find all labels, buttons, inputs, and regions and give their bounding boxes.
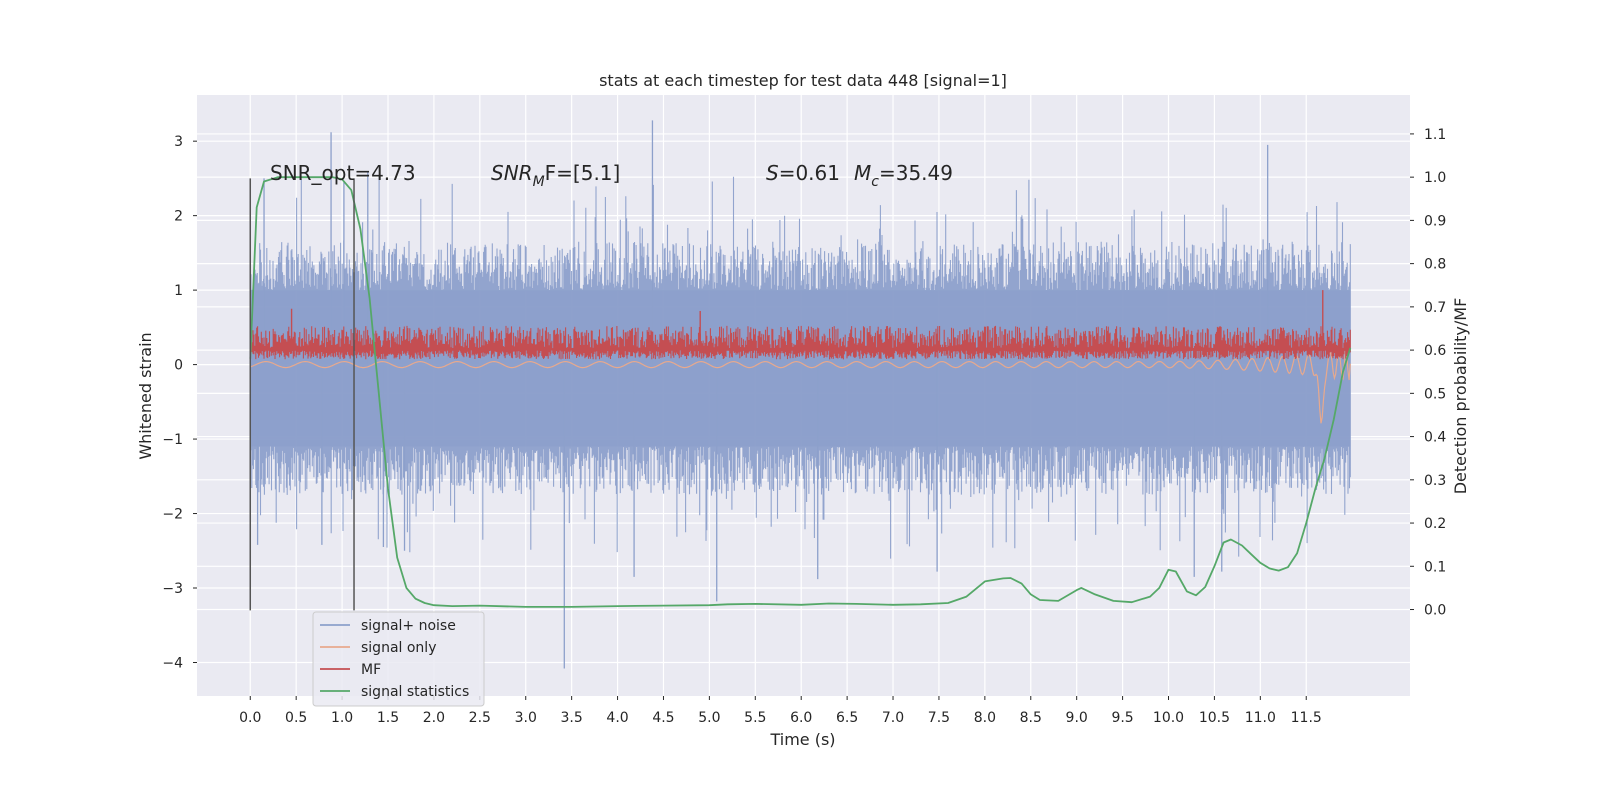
y2-tick-label-4: 0.7 (1424, 300, 1446, 316)
y-tick-label-5: −2 (162, 507, 183, 523)
x-tick-label-18: 9.0 (1066, 710, 1088, 726)
x-tick-label-10: 5.0 (698, 710, 720, 726)
x-tick-label-21: 10.5 (1199, 710, 1230, 726)
y-tick-label-1: 2 (174, 209, 183, 225)
y-tick-label-6: −3 (162, 581, 183, 597)
x-tick-label-11: 5.5 (744, 710, 766, 726)
chart-title: stats at each timestep for test data 448… (599, 71, 1007, 90)
y-tick-label-4: −1 (162, 432, 183, 448)
signal-statistics-line (249, 176, 1352, 608)
x-tick-label-3: 1.5 (377, 710, 399, 726)
annotation-s-label: S (766, 161, 779, 185)
x-tick-label-22: 11.0 (1245, 710, 1276, 726)
y2-tick-label-1: 1.0 (1424, 170, 1446, 186)
x-axis-label: Time (s) (769, 730, 835, 749)
x-tick-label-19: 9.5 (1111, 710, 1133, 726)
vertical-markers (249, 178, 355, 611)
x-axis-ticks: 0.0 0.5 1.0 1.5 2.0 2.5 3.0 3.5 4.0 4.5 5.0 5.5 6.0 6… (239, 696, 1322, 726)
annotation-snr-mf-suffix: F=[5.1] (545, 161, 621, 185)
annotation-snr-mf-sub: M (533, 174, 545, 190)
y-tick-label-0: 3 (174, 134, 183, 150)
x-tick-label-9: 4.5 (652, 710, 674, 726)
annotations: SNR_opt=4.73 SNRMF=[5.1] S=0.61 Mc=35.49 (270, 161, 953, 190)
y2-tick-label-7: 0.4 (1424, 430, 1446, 446)
y-tick-label-3: 0 (174, 358, 183, 374)
y-axis-label: Whitened strain (136, 332, 155, 459)
annotation-m-value: =35.49 (879, 161, 953, 185)
x-tick-label-2: 1.0 (331, 710, 353, 726)
x-tick-label-8: 4.0 (606, 710, 628, 726)
y2-tick-label-9: 0.2 (1424, 516, 1446, 532)
x-tick-label-12: 6.0 (790, 710, 812, 726)
legend-label-signal-noise: signal+ noise (361, 618, 456, 634)
series-signal-noise (249, 120, 1351, 669)
y2-tick-label-3: 0.8 (1424, 257, 1446, 273)
x-tick-label-7: 3.5 (561, 710, 583, 726)
annotation-snr-opt: SNR_opt=4.73 (270, 161, 416, 185)
signal-only-trace (250, 350, 1351, 424)
y-tick-label-7: −4 (162, 655, 183, 671)
x-tick-label-4: 2.0 (423, 710, 445, 726)
y2-tick-label-5: 0.6 (1424, 343, 1446, 359)
x-tick-label-5: 2.5 (469, 710, 491, 726)
y-tick-label-2: 1 (174, 283, 183, 299)
y2-axis-ticks: 1.1 1.0 0.9 0.8 0.7 0.6 0.5 0.4 0.3 0.2 0.1 0.0 (1410, 127, 1446, 619)
x-tick-label-15: 7.5 (928, 710, 950, 726)
y2-tick-label-8: 0.3 (1424, 473, 1446, 489)
annotation-snr-mf-prefix: SNR (491, 161, 533, 185)
y2-tick-label-6: 0.5 (1424, 386, 1446, 402)
x-tick-label-1: 0.5 (285, 710, 307, 726)
legend-label-mf: MF (361, 662, 381, 678)
x-tick-label-13: 6.5 (836, 710, 858, 726)
x-tick-label-16: 8.0 (974, 710, 996, 726)
series-signal-only (250, 350, 1351, 424)
y2-tick-label-10: 0.1 (1424, 559, 1446, 575)
y2-tick-label-11: 0.0 (1424, 603, 1446, 619)
legend-box (312, 611, 485, 707)
series-signal-statistics (249, 176, 1352, 608)
y2-tick-label-2: 0.9 (1424, 213, 1446, 229)
annotation-snr-mf: SNRMF=[5.1] (491, 161, 620, 190)
y2-axis-label: Detection probability/MF (1451, 298, 1470, 495)
legend-label-signal-statistics: signal statistics (361, 684, 469, 700)
annotation-s-mc: S=0.61 Mc=35.49 (766, 161, 953, 190)
annotation-m-sub: c (871, 174, 879, 190)
y2-tick-label-0: 1.1 (1424, 127, 1446, 143)
x-tick-label-20: 10.0 (1153, 710, 1184, 726)
legend: signal+ noise signal only MF signal stat… (312, 611, 485, 707)
y-axis-ticks: 3 2 1 0 −1 −2 −3 −4 (162, 134, 197, 671)
x-tick-label-6: 3.0 (515, 710, 537, 726)
x-tick-label-23: 11.5 (1291, 710, 1322, 726)
x-tick-label-17: 8.5 (1020, 710, 1042, 726)
x-tick-label-0: 0.0 (239, 710, 261, 726)
annotation-s-value: =0.61 (779, 161, 840, 185)
annotation-m-label: M (854, 161, 871, 185)
x-tick-label-14: 7.0 (882, 710, 904, 726)
legend-label-signal-only: signal only (361, 640, 436, 656)
